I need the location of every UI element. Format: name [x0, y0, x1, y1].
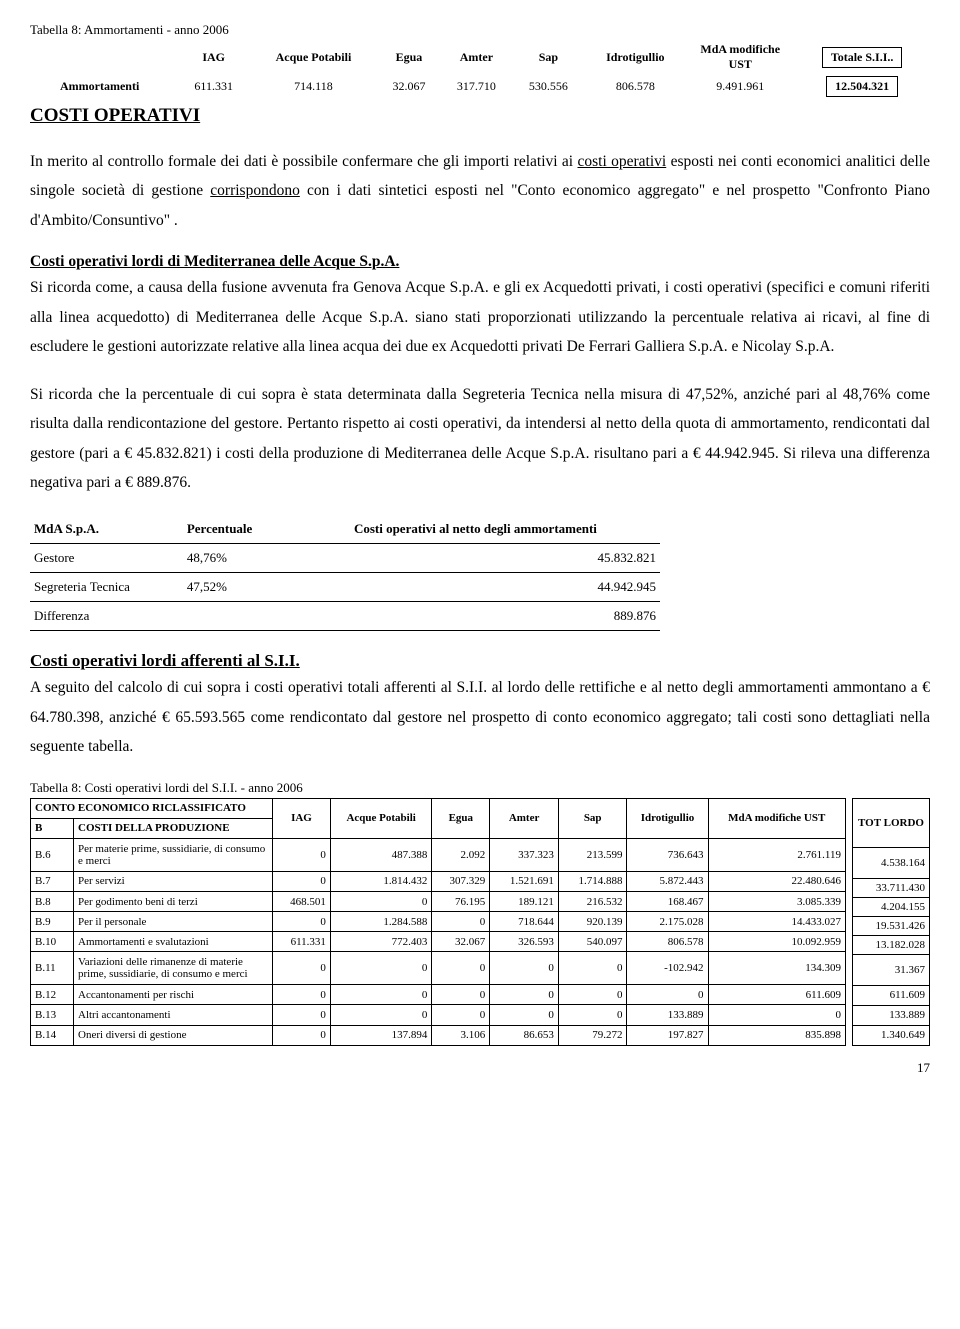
paragraph-1: In merito al controllo formale dei dati …: [30, 147, 930, 235]
table-costi-lordi: CONTO ECONOMICO RICLASSIFICATO IAG Acque…: [30, 798, 930, 1046]
table-mda: MdA S.p.A.PercentualeCosti operativi al …: [30, 515, 660, 631]
paragraph-4: A seguito del calcolo di cui sopra i cos…: [30, 673, 930, 761]
subheading-2: Costi operativi lordi afferenti al S.I.I…: [30, 651, 930, 671]
paragraph-3: Si ricorda che la percentuale di cui sop…: [30, 380, 930, 498]
subheading-1: Costi operativi lordi di Mediterranea de…: [30, 253, 930, 271]
table1-caption: Tabella 8: Ammortamenti - anno 2006: [30, 22, 930, 38]
page-number: 17: [30, 1060, 930, 1076]
paragraph-2: Si ricorda come, a causa della fusione a…: [30, 273, 930, 361]
table3-caption: Tabella 8: Costi operativi lordi del S.I…: [30, 780, 930, 796]
section-heading: COSTI OPERATIVI: [30, 105, 930, 127]
table-ammortamenti: IAG Acque Potabili Egua Amter Sap Idroti…: [30, 40, 930, 99]
